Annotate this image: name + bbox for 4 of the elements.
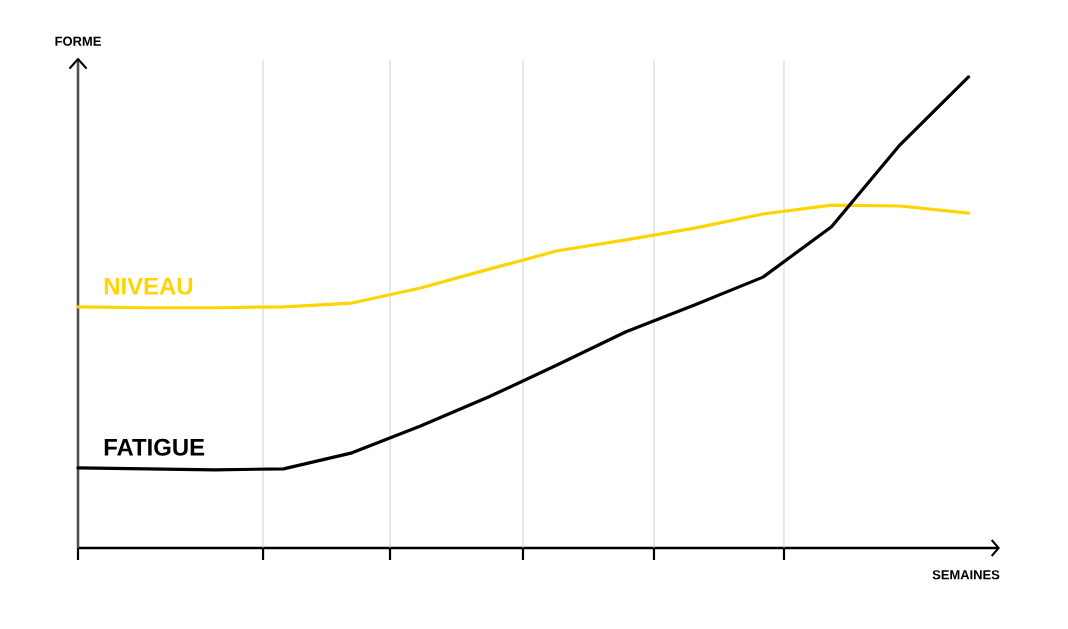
y-axis-title: FORME (55, 36, 101, 46)
series-label: FATIGUE (104, 438, 205, 456)
x-axis-title: SEMAINES (932, 570, 1000, 580)
series-label: NIVEAU (104, 277, 193, 295)
